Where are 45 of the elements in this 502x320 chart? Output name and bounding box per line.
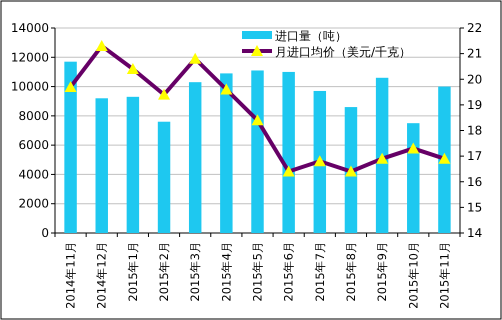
x-tick-label: 2015年11月 [437,241,452,309]
bar [158,122,170,233]
y2-tick-label: 21 [467,46,482,61]
y-tick-label: 6000 [18,138,49,152]
x-tick-label: 2015年8月 [344,241,358,302]
x-tick-label: 2015年10月 [406,241,420,309]
y-tick-label: 14000 [10,21,49,35]
y-tick-label: 0 [41,226,49,240]
y-tick-label: 2000 [18,196,49,211]
bar [251,70,264,233]
x-tick-label: 2015年4月 [219,241,234,302]
y2-tick-label: 19 [467,98,482,112]
y2-tick-label: 20 [467,72,482,86]
y2-tick-label: 22 [467,21,482,35]
x-tick-label: 2015年3月 [188,241,202,302]
bar [407,123,420,233]
y2-tick-label: 17 [467,149,482,164]
y2-tick-label: 16 [467,174,482,189]
bar [438,86,451,233]
y-tick-label: 8000 [18,108,49,123]
bar [282,72,295,233]
y2-tick-label: 15 [467,200,482,214]
y-tick-label: 4000 [18,167,49,182]
y2-tick-label: 14 [467,226,482,240]
legend-label: 进口量（吨） [275,29,347,43]
x-tick-label: 2015年5月 [250,241,264,302]
y2-tick-label: 18 [467,124,482,138]
bar [376,78,388,233]
bar [64,62,77,233]
x-tick-label: 2014年11月 [64,241,78,309]
bar [314,90,326,233]
bar [96,98,108,233]
x-tick-label: 2015年7月 [312,241,327,302]
y-tick-label: 12000 [10,50,49,64]
x-tick-label: 2015年1月 [126,241,140,302]
legend-label: 月进口均价（美元/千克） [275,45,412,59]
bar [188,82,202,233]
bar [126,96,140,233]
x-tick-label: 2015年9月 [375,241,390,302]
y-tick-label: 10000 [10,80,49,94]
x-tick-label: 2015年6月 [282,241,296,302]
x-tick-label: 2014年12月 [94,241,109,309]
bar [220,73,233,233]
x-tick-label: 2015年2月 [157,241,172,302]
bar [344,107,358,233]
